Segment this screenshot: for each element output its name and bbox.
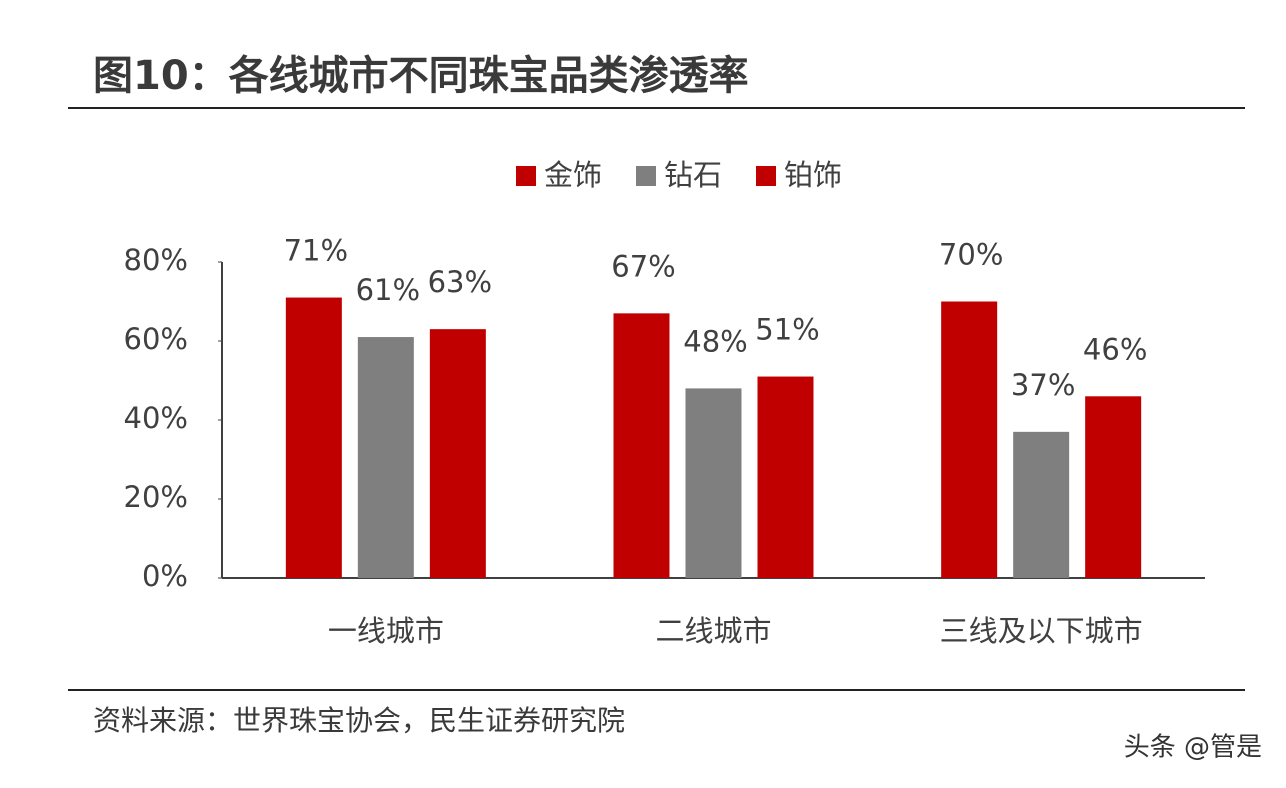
bar: [1013, 431, 1070, 578]
x-tick-label: 一线城市: [328, 614, 444, 648]
y-tick-label: 0%: [142, 559, 188, 593]
bar: [685, 388, 742, 578]
data-label: 46%: [1083, 332, 1147, 366]
y-tick-label: 60%: [124, 322, 188, 356]
y-tick-label: 40%: [124, 401, 188, 435]
bar: [429, 329, 486, 578]
bar: [757, 376, 814, 578]
data-label: 37%: [1011, 368, 1075, 402]
chart-title: 图10：各线城市不同珠宝品类渗透率: [93, 53, 749, 99]
data-label: 70%: [939, 238, 1003, 272]
data-label: 48%: [683, 324, 747, 358]
bar: [357, 337, 414, 578]
bar: [941, 301, 998, 578]
bar: [1085, 396, 1142, 578]
x-tick-label: 二线城市: [655, 614, 771, 648]
bar: [285, 297, 342, 578]
source-note: 资料来源：世界珠宝协会，民生证券研究院: [93, 704, 625, 737]
legend-label: 铂饰: [784, 158, 842, 192]
bar: [613, 313, 670, 578]
legend-label: 钻石: [664, 158, 722, 192]
legend-swatch: [756, 166, 776, 186]
y-tick-label: 20%: [124, 480, 188, 514]
legend-label: 金饰: [544, 158, 602, 192]
data-label: 51%: [755, 313, 819, 347]
data-label: 63%: [428, 265, 492, 299]
y-tick-label: 80%: [124, 243, 188, 277]
data-label: 61%: [356, 273, 420, 307]
data-label: 71%: [284, 234, 348, 268]
data-label: 67%: [611, 249, 675, 283]
legend-swatch: [636, 166, 656, 186]
legend-swatch: [516, 166, 536, 186]
x-tick-label: 三线及以下城市: [940, 614, 1143, 648]
watermark: 头条 @管是: [1124, 733, 1262, 763]
